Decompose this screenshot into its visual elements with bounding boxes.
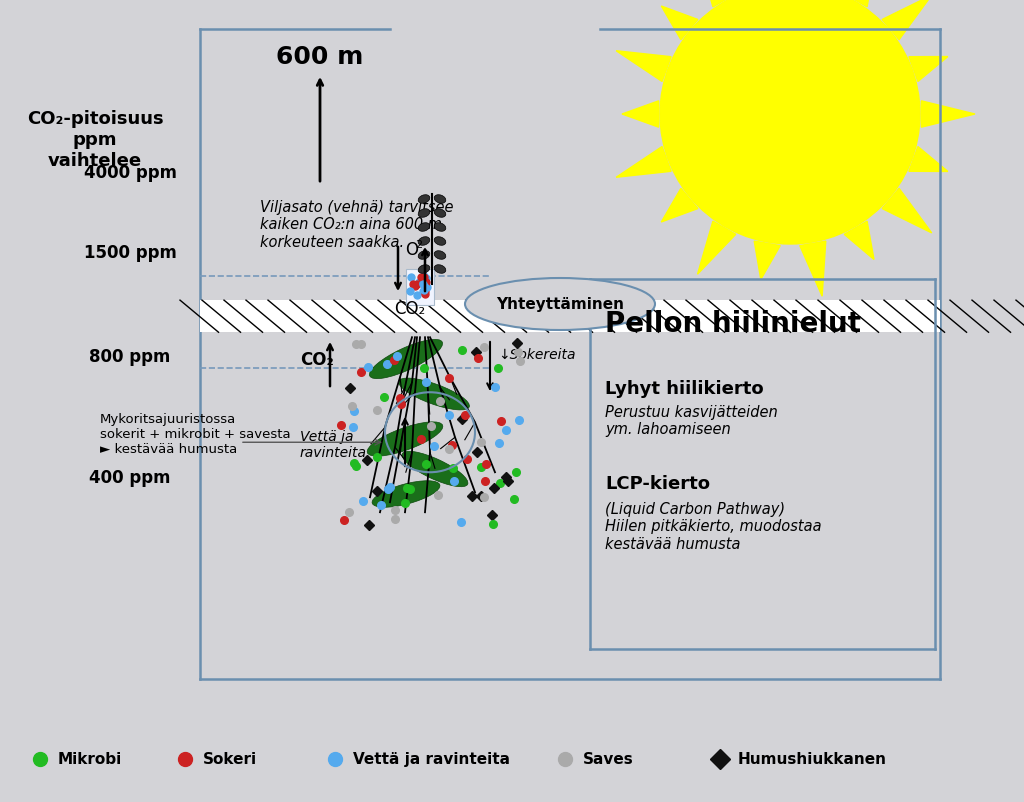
Text: Saves: Saves (583, 751, 634, 767)
Text: 600 m: 600 m (276, 45, 364, 69)
Polygon shape (922, 102, 975, 128)
Ellipse shape (368, 423, 442, 456)
Polygon shape (662, 189, 698, 223)
Ellipse shape (418, 196, 430, 204)
Ellipse shape (372, 481, 440, 508)
Text: O: O (406, 241, 418, 259)
Ellipse shape (434, 251, 445, 260)
Text: (Liquid Carbon Pathway)
Hiilen pitkäkierto, muodostaa
kestävää humusta: (Liquid Carbon Pathway) Hiilen pitkäkier… (605, 501, 821, 551)
Text: 400 ppm: 400 ppm (89, 468, 171, 486)
Ellipse shape (465, 278, 655, 330)
Text: Yhteyttäminen: Yhteyttäminen (496, 297, 624, 312)
Text: Viljasato (vehnä) tarvitsee
kaiken CO₂:n aina 600 m
korkeuteen saakka.: Viljasato (vehnä) tarvitsee kaiken CO₂:n… (260, 200, 454, 249)
Ellipse shape (434, 196, 445, 204)
Ellipse shape (418, 265, 430, 274)
Text: Pellon hiilinielut: Pellon hiilinielut (605, 310, 861, 338)
Bar (200, 301, 940, 333)
Ellipse shape (434, 209, 445, 218)
Text: Sokeri: Sokeri (203, 751, 257, 767)
Polygon shape (616, 51, 671, 83)
Text: Mikrobi: Mikrobi (58, 751, 122, 767)
Polygon shape (844, 222, 874, 260)
Text: 2: 2 (415, 240, 422, 249)
Text: Mykoritsajuuristossa
sokerit + mikrobit + savesta
► kestävää humusta: Mykoritsajuuristossa sokerit + mikrobit … (100, 413, 291, 456)
Polygon shape (844, 0, 874, 8)
Text: Vettä ja
ravinteita: Vettä ja ravinteita (300, 429, 367, 460)
Text: Humushiukkanen: Humushiukkanen (738, 751, 887, 767)
Text: Vettä ja ravinteita: Vettä ja ravinteita (353, 751, 510, 767)
Text: 4000 ppm: 4000 ppm (84, 164, 176, 181)
Polygon shape (882, 189, 932, 233)
Text: CO₂: CO₂ (300, 350, 334, 369)
Text: CO₂-pitoisuus
ppm
vaihtelee: CO₂-pitoisuus ppm vaihtelee (27, 110, 163, 169)
Polygon shape (697, 0, 735, 8)
Ellipse shape (398, 379, 469, 411)
Polygon shape (909, 148, 948, 172)
Ellipse shape (418, 251, 430, 260)
Ellipse shape (418, 209, 430, 218)
Ellipse shape (434, 237, 445, 246)
Polygon shape (909, 58, 948, 83)
Text: 800 ppm: 800 ppm (89, 348, 171, 366)
Polygon shape (697, 222, 735, 275)
Polygon shape (800, 241, 825, 297)
Text: CO₂: CO₂ (394, 300, 426, 318)
Ellipse shape (370, 340, 442, 379)
Text: LCP-kierto: LCP-kierto (605, 475, 710, 492)
Text: ↓Sokereita: ↓Sokereita (498, 347, 575, 362)
Polygon shape (616, 148, 671, 178)
Polygon shape (662, 7, 698, 41)
Polygon shape (622, 102, 658, 128)
Circle shape (660, 0, 920, 245)
Polygon shape (755, 241, 780, 280)
Ellipse shape (434, 224, 445, 232)
Ellipse shape (434, 265, 445, 274)
Text: Perustuu kasvijätteiden
ym. lahoamiseen: Perustuu kasvijätteiden ym. lahoamiseen (605, 404, 778, 437)
Polygon shape (882, 0, 932, 41)
Ellipse shape (418, 224, 430, 232)
Text: 1500 ppm: 1500 ppm (84, 244, 176, 261)
Ellipse shape (418, 237, 430, 246)
Ellipse shape (402, 452, 468, 487)
Text: Lyhyt hiilikierto: Lyhyt hiilikierto (605, 379, 764, 398)
Bar (406, 269, 434, 306)
